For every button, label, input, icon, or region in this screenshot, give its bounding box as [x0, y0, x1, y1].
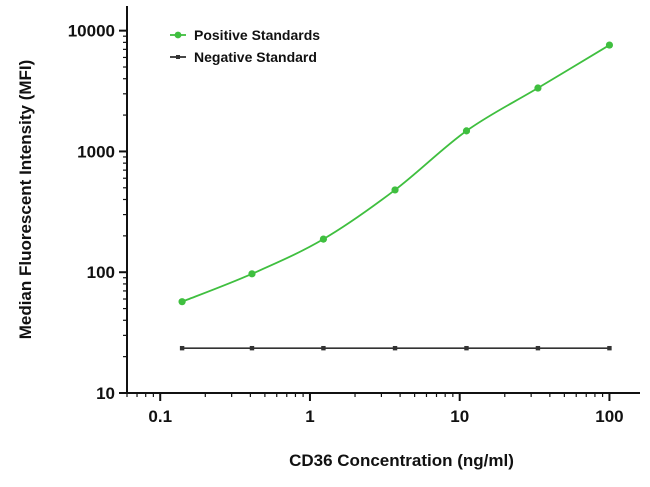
data-point: [319, 235, 328, 243]
data-point: [321, 345, 326, 351]
series-line: [181, 44, 610, 303]
legend-label: Negative Standard: [194, 49, 317, 65]
legend: Positive Standards Negative Standard: [170, 27, 320, 65]
series-2: [179, 345, 612, 351]
data-point: [249, 345, 255, 351]
data-point: [605, 41, 614, 49]
ticks: 10 100 1000 10000 0.1 1 10 100: [68, 22, 624, 426]
data-point: [464, 345, 469, 351]
y-tick-label: 1000: [77, 142, 115, 161]
y-tick-label: 10000: [68, 22, 115, 41]
y-tick-label: 100: [87, 263, 115, 282]
legend-item: Positive Standards: [170, 27, 320, 43]
series-1: [178, 41, 614, 306]
x-tick-label: 100: [595, 407, 623, 426]
data-point: [248, 270, 256, 278]
data-point: [607, 345, 612, 351]
y-tick-label: 10: [96, 384, 115, 403]
data-point: [392, 345, 398, 351]
legend-marker: [174, 31, 182, 39]
data-point: [535, 345, 541, 351]
data-point: [534, 84, 542, 92]
data-point: [391, 186, 399, 194]
data-point: [178, 298, 186, 306]
data-point: [179, 345, 185, 351]
legend-marker: [176, 55, 180, 59]
x-tick-label: 1: [305, 407, 314, 426]
x-tick-label: 10: [450, 407, 469, 426]
series-layer: [178, 41, 614, 351]
legend-item: Negative Standard: [170, 49, 317, 65]
legend-label: Positive Standards: [194, 27, 320, 43]
data-point: [462, 127, 471, 135]
y-axis-title: Median Fluorescent Intensity (MFI): [16, 60, 35, 340]
x-axis-title: CD36 Concentration (ng/ml): [289, 451, 514, 470]
x-tick-label: 0.1: [148, 407, 172, 426]
